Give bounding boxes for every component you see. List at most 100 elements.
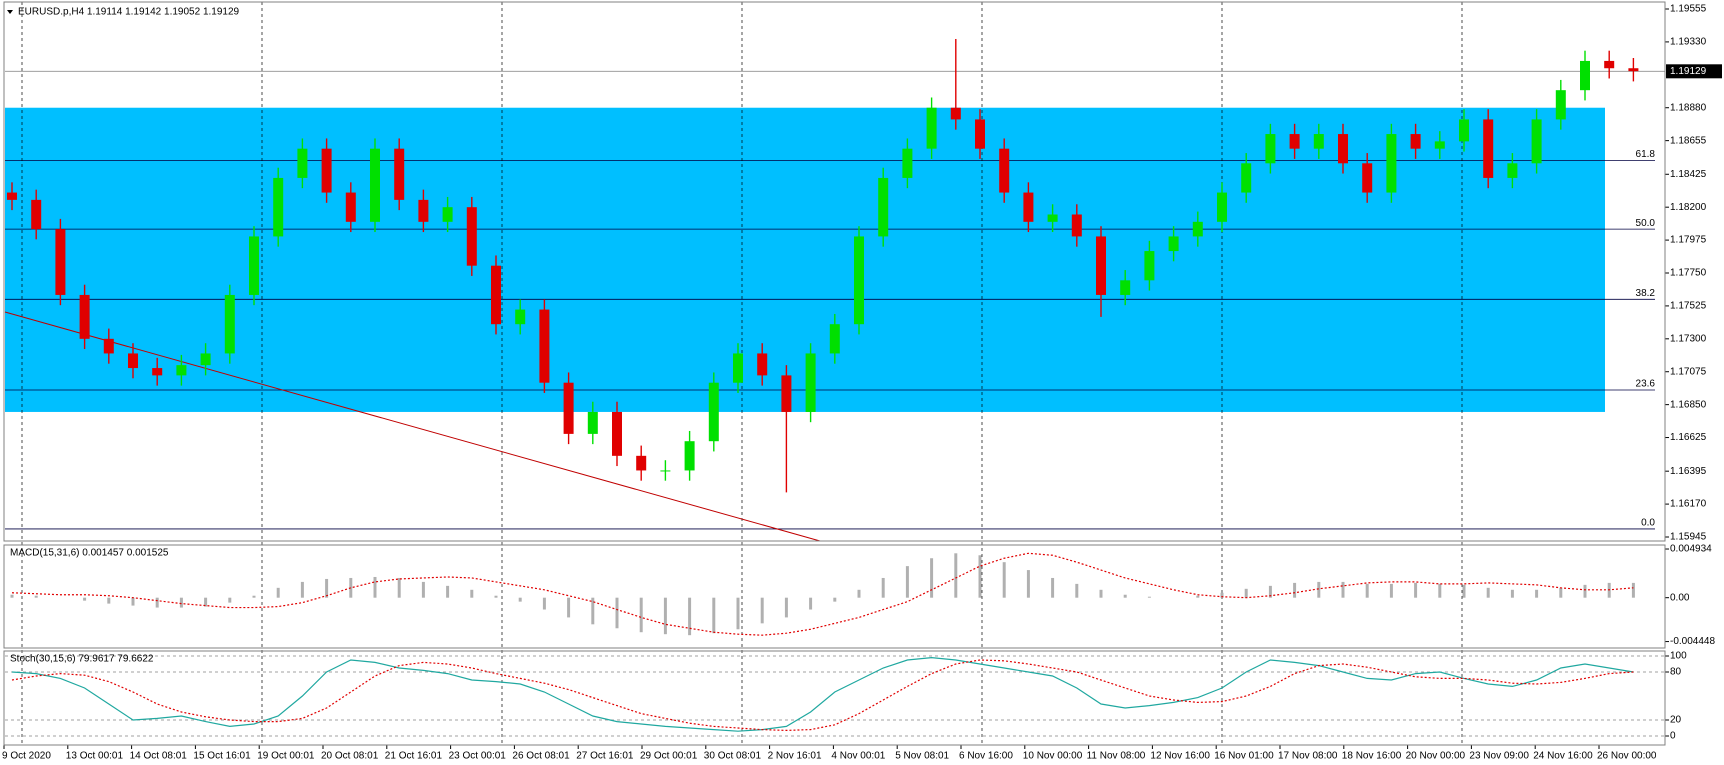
x-tick-label: 10 Nov 00:00 <box>1023 751 1083 762</box>
y-tick-label: 1.19330 <box>1670 37 1707 48</box>
fibo-label: 0.0 <box>1641 518 1655 529</box>
x-tick-label: 4 Nov 00:01 <box>831 751 885 762</box>
candle-body <box>1192 221 1203 237</box>
stoch-main <box>11 656 1634 732</box>
candle-body <box>999 148 1010 193</box>
candle-body <box>1289 134 1300 149</box>
x-tick-label: 19 Oct 00:01 <box>257 751 315 762</box>
candle-body <box>612 411 622 456</box>
candle-body <box>394 148 405 200</box>
candle-body <box>563 382 574 434</box>
candle-body <box>1410 134 1421 149</box>
candle-body <box>1023 192 1034 222</box>
current-price-box <box>1666 64 1722 79</box>
candle-body <box>757 353 768 376</box>
y-tick-label: 100 <box>1670 651 1687 662</box>
stochastic-frame <box>3 650 1666 746</box>
candle-body <box>587 411 598 434</box>
x-tick-label: 12 Nov 16:00 <box>1150 751 1210 762</box>
candle-body <box>1362 163 1373 193</box>
candle-body <box>1434 141 1445 149</box>
price-panel: 61.8 50.0 38.2 23.6 0.0 1.19555 1.19330 1.18880… <box>4 2 1722 745</box>
candle-body <box>418 199 429 222</box>
candle-body <box>1555 90 1566 120</box>
candle-body <box>345 192 356 222</box>
x-tick-label: 30 Oct 08:01 <box>704 751 762 762</box>
price-frame <box>3 1 1666 542</box>
x-tick-label: 21 Oct 16:01 <box>385 751 443 762</box>
stochastic-title: Stoch(30,15,6) 79.9617 79.6622 <box>10 654 154 665</box>
x-tick-label: 17 Nov 08:00 <box>1278 751 1338 762</box>
y-tick-label: 1.17750 <box>1670 268 1707 279</box>
fibo-zone <box>5 107 1605 412</box>
candle-body <box>878 177 889 237</box>
menu-arrow[interactable] <box>7 10 13 14</box>
candle-body <box>491 265 501 325</box>
y-tick-label: 1.17525 <box>1670 301 1707 312</box>
candle-body <box>273 177 284 237</box>
x-tick-label: 26 Oct 08:01 <box>512 751 570 762</box>
x-tick-label: 5 Nov 08:01 <box>895 751 949 762</box>
candle-body <box>370 148 380 222</box>
y-tick-label: -0.004448 <box>1670 636 1715 647</box>
candle-body <box>7 192 17 200</box>
y-tick-label: 1.16625 <box>1670 432 1707 443</box>
candle-body <box>902 148 913 178</box>
stoch-signal <box>11 659 1634 732</box>
candle-body <box>829 324 840 354</box>
x-tick-label: 26 Nov 00:00 <box>1597 751 1657 762</box>
candle-body <box>200 353 211 366</box>
fibo-label: 38.2 <box>1636 288 1656 299</box>
x-tick-label: 14 Oct 08:01 <box>130 751 188 762</box>
candle-body <box>297 148 308 178</box>
candle-body <box>1580 60 1590 91</box>
candle-body <box>781 375 792 412</box>
x-tick-label: 11 Nov 08:00 <box>1087 751 1146 762</box>
candle-body <box>1168 236 1179 252</box>
macd-panel: 0.004934 0.00 -0.004448 <box>10 544 1715 647</box>
candle-body <box>1628 68 1639 72</box>
candle-body <box>79 294 90 339</box>
x-tick-label: 13 Oct 00:01 <box>66 751 124 762</box>
stochastic-panel: 100 80 20 0 <box>5 651 1687 742</box>
candle-body <box>1241 163 1252 193</box>
y-tick-label: 1.18200 <box>1670 202 1707 213</box>
candle-body <box>1047 214 1058 222</box>
y-tick-label: 1.17300 <box>1670 333 1707 344</box>
candle-body <box>31 199 42 230</box>
y-tick-label: 1.16170 <box>1670 499 1707 510</box>
candle-body <box>466 207 477 266</box>
candle-body <box>1096 236 1106 295</box>
x-tick-label: 23 Nov 09:00 <box>1469 751 1529 762</box>
y-tick-label: 80 <box>1670 667 1682 678</box>
candle-body <box>1338 134 1348 164</box>
candle-body <box>805 353 816 412</box>
y-tick-label: 1.19555 <box>1670 4 1707 15</box>
candle-body <box>1483 119 1494 178</box>
candle-body <box>1313 134 1324 149</box>
y-tick-label: 1.18655 <box>1670 135 1707 146</box>
x-tick-label: 23 Oct 00:01 <box>449 751 507 762</box>
y-tick-label: 1.17975 <box>1670 235 1707 246</box>
fibo-label: 23.6 <box>1636 379 1656 390</box>
x-tick-label: 18 Nov 16:00 <box>1342 751 1402 762</box>
candle-body <box>684 441 695 471</box>
candle-body <box>975 119 985 149</box>
candle-body <box>708 382 719 442</box>
candle-body <box>926 107 937 149</box>
candle-body <box>539 309 550 383</box>
candle-body <box>1507 163 1518 178</box>
x-tick-label: 16 Nov 01:00 <box>1214 751 1274 762</box>
candle-body <box>733 353 743 383</box>
y-tick-label: 0 <box>1670 731 1676 742</box>
candle-body <box>152 368 163 376</box>
y-tick-label: 1.16850 <box>1670 399 1707 410</box>
trend-line <box>4 311 821 542</box>
candle-body <box>1217 192 1227 222</box>
candle-body <box>950 107 961 120</box>
candle-body <box>103 338 114 354</box>
candle-body <box>854 236 864 325</box>
fibo-label: 50.0 <box>1636 218 1656 229</box>
y-tick-label: 1.16395 <box>1670 466 1707 477</box>
